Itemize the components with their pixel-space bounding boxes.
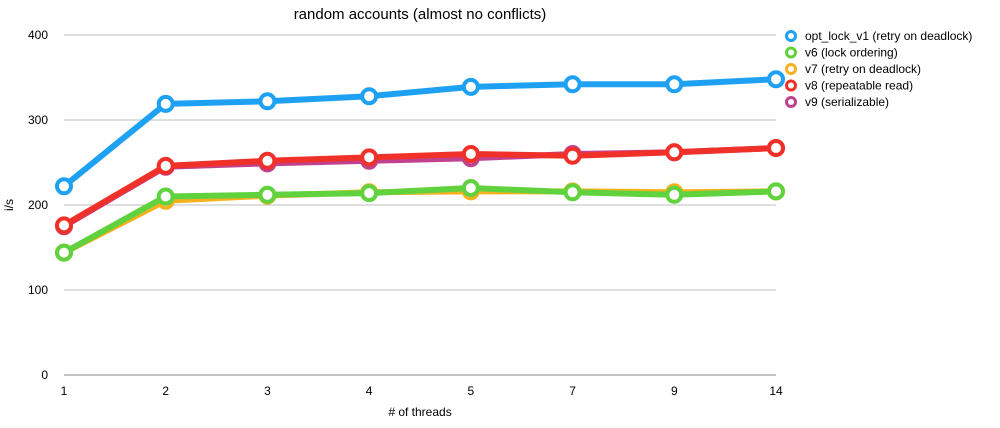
x-tick-label: 5 [468, 384, 475, 398]
y-tick-label: 300 [28, 113, 48, 127]
legend-marker [785, 96, 797, 108]
data-point [563, 146, 582, 165]
y-axis-label: i/s [2, 199, 16, 211]
x-tick-label: 7 [569, 384, 576, 398]
series-line [61, 145, 779, 229]
legend-label: v6 (lock ordering) [805, 46, 898, 60]
x-axis-label: # of threads [388, 405, 451, 419]
legend-label: v7 (retry on deadlock) [805, 62, 921, 76]
legend-item: v6 (lock ordering) [785, 46, 898, 60]
legend-marker [785, 30, 797, 42]
y-axis-ticks: 0 100 200 300 400 [28, 28, 48, 382]
gridlines [64, 34, 776, 376]
series-4 [55, 70, 785, 196]
x-axis-ticks: 1 2 3 4 5 7 9 14 [61, 384, 783, 398]
data-point [665, 75, 684, 94]
y-tick-label: 200 [28, 198, 48, 212]
series-line [61, 185, 779, 256]
data-point [258, 185, 277, 204]
data-point [258, 92, 277, 111]
data-point [767, 139, 785, 158]
legend-item: opt_lock_v1 (retry on deadlock) [785, 29, 972, 43]
legend-item: v7 (retry on deadlock) [785, 62, 921, 76]
y-tick-label: 100 [28, 283, 48, 297]
data-point [461, 77, 480, 96]
data-point [156, 187, 175, 206]
legend: opt_lock_v1 (retry on deadlock) v6 (lock … [785, 29, 972, 109]
series-line [61, 76, 779, 190]
legend-marker [785, 46, 797, 59]
legend-item: v9 (serializable) [785, 95, 889, 109]
data-point [461, 145, 480, 163]
x-tick-label: 3 [264, 384, 271, 398]
data-point [156, 94, 175, 113]
data-point [156, 156, 175, 175]
data-point [563, 75, 582, 94]
x-tick-label: 9 [671, 384, 678, 398]
data-point [258, 151, 277, 170]
data-point [55, 243, 73, 262]
data-point [461, 179, 480, 197]
data-point [665, 185, 684, 204]
x-tick-label: 14 [769, 384, 783, 398]
data-point [665, 143, 684, 162]
legend-label: opt_lock_v1 (retry on deadlock) [805, 29, 972, 43]
legend-label: v9 (serializable) [805, 95, 889, 109]
y-tick-label: 400 [28, 28, 48, 42]
data-point [360, 87, 379, 106]
series-3 [55, 139, 785, 235]
data-point [55, 216, 73, 235]
legend-label: v8 (repeatable read) [805, 79, 913, 93]
x-tick-label: 2 [162, 384, 169, 398]
legend-marker [785, 79, 797, 92]
x-tick-label: 4 [366, 384, 373, 398]
x-tick-label: 1 [61, 384, 68, 398]
data-point [563, 183, 582, 202]
series-2 [55, 179, 785, 262]
chart-title: random accounts (almost no conflicts) [294, 6, 547, 23]
data-point [55, 177, 73, 196]
y-tick-label: 0 [41, 368, 48, 382]
data-point [360, 184, 379, 203]
legend-marker [785, 63, 797, 75]
legend-item: v8 (repeatable read) [785, 79, 913, 93]
data-point [767, 70, 785, 89]
series-layer [55, 70, 785, 262]
data-point [767, 182, 785, 201]
data-point [360, 148, 379, 167]
